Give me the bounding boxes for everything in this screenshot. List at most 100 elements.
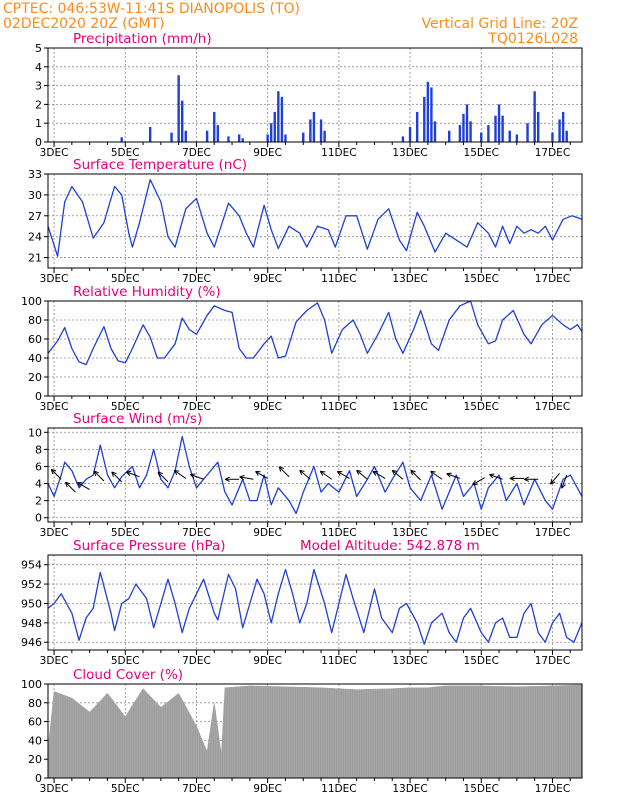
rh-x-tick-label: 9DEC [253,401,282,413]
precip-x-tick-label: 17DEC [535,147,570,159]
precip-bar [148,126,152,142]
wind-title: Surface Wind (m/s) [73,411,202,427]
wind-arrow-shaft [356,469,368,480]
precip-bar [309,119,312,142]
temp-x-tick-label: 15DEC [464,273,499,285]
wind-arrow-shaft [65,481,76,493]
wind-arrow-head [523,476,529,480]
rh-x-tick-label: 3DEC [40,401,69,413]
temp-y-tick-label: 24 [28,231,42,244]
wind-vector-arrow [336,470,350,479]
header-model-code: TQ0126L028 [487,31,578,47]
wind-vector-arrow [356,469,368,480]
cloud-x-tick-label: 15DEC [464,783,499,795]
wind-arrow-head [51,468,57,472]
precip-x-tick-label: 11DEC [321,147,356,159]
rh-x-tick-label: 15DEC [464,401,499,413]
wind-arrow-head [489,474,494,479]
rh-y-tick-label: 60 [28,333,42,346]
wind-arrow-head [356,469,362,472]
precip-bar [181,100,184,142]
wind-arrow-head [93,470,97,476]
wind-frame [47,427,583,523]
wind-vector-arrow [410,469,422,481]
pressure-panel [44,554,583,655]
cloud-y-tick-label: 0 [35,772,42,785]
precip-bar [415,111,419,142]
wind-vector-arrow [430,470,443,480]
wind-x-tick-label: 13DEC [392,527,427,539]
precip-bar [213,111,216,142]
wind-arrow-head [77,482,81,487]
cloud-x-tick-label: 3DEC [40,783,69,795]
wind-arrow-head [278,466,284,469]
wind-arrow-shaft [337,470,350,479]
wind-arrow-head [111,471,114,477]
rh-frame [47,300,583,397]
wind-arrow-head [410,469,416,473]
precip-bar [408,126,412,142]
wind-arrow-head [392,469,398,472]
wind-arrow-shaft [255,470,268,479]
temp-series-line [47,178,583,257]
wind-vector-arrow [278,466,290,478]
pressure-x-tick-label: 3DEC [40,655,69,667]
rh-y-tick-label: 20 [28,371,42,384]
precip-bar [323,130,326,142]
precip-y-tick-label: 0 [35,136,42,149]
wind-arrow-shaft [111,471,123,483]
rh-panel [44,300,583,401]
precip-bar [273,111,276,142]
wind-arrow-head [319,470,324,476]
wind-vector-arrow [391,469,404,480]
wind-arrow-head [550,479,553,485]
rh-x-tick-label: 17DEC [535,401,570,413]
rh-title: Relative Humidity (%) [73,284,221,300]
wind-arrow-head [190,473,196,475]
precip-bar [565,130,568,142]
wind-y-tick-label: 10 [28,426,42,439]
wind-arrow-head [446,472,452,475]
wind-arrow-head [550,481,556,485]
wind-vector-arrow [446,472,461,479]
wind-vector-arrow [157,471,169,483]
temp-x-tick-label: 5DEC [111,273,140,285]
wind-vector-arrow [50,468,62,480]
precip-y-tick-label: 5 [35,42,42,55]
rh-y-tick-label: 0 [35,390,42,403]
cloud-panel [44,683,583,783]
pressure-y-tick-label: 952 [21,578,42,591]
temp-x-tick-label: 17DEC [535,273,570,285]
precip-x-tick-label: 13DEC [392,147,427,159]
wind-arrow-head [239,475,245,478]
precip-x-tick-label: 7DEC [182,147,211,159]
wind-arrow-head [278,466,282,472]
wind-vector-arrow [523,476,539,482]
wind-arrow-head [391,470,395,476]
precip-bar [227,136,230,142]
header-location: CPTEC: 046:53W-11:41S DIANOPOLIS (TO) [3,1,300,17]
wind-arrow-head [299,469,305,472]
cloud-y-tick-label: 20 [28,753,42,766]
wind-arrow-shaft [50,469,62,480]
wind-arrow-head [126,470,132,473]
cloud-title: Cloud Cover (%) [73,667,183,683]
wind-vector-arrow [509,475,524,482]
wind-arrow-shaft [93,470,105,482]
wind-arrow-shaft [446,473,461,479]
header-grid-line: Vertical Grid Line: 20Z [422,16,578,32]
wind-arrow-shaft [126,471,140,478]
rh-series-line [47,300,583,366]
wind-x-tick-label: 11DEC [321,527,356,539]
wind-arrow-head [561,484,566,489]
wind-arrow-head [65,482,68,488]
precip-bar [270,123,273,142]
pressure-series-line [47,568,583,645]
pressure-y-tick-label: 948 [21,617,42,630]
wind-arrow-head [111,471,117,475]
wind-arrow-head [173,470,178,475]
wind-vector-arrow [239,475,254,481]
cloud-x-tick-label: 7DEC [182,783,211,795]
wind-series-line [47,435,583,515]
wind-x-tick-label: 5DEC [111,527,140,539]
